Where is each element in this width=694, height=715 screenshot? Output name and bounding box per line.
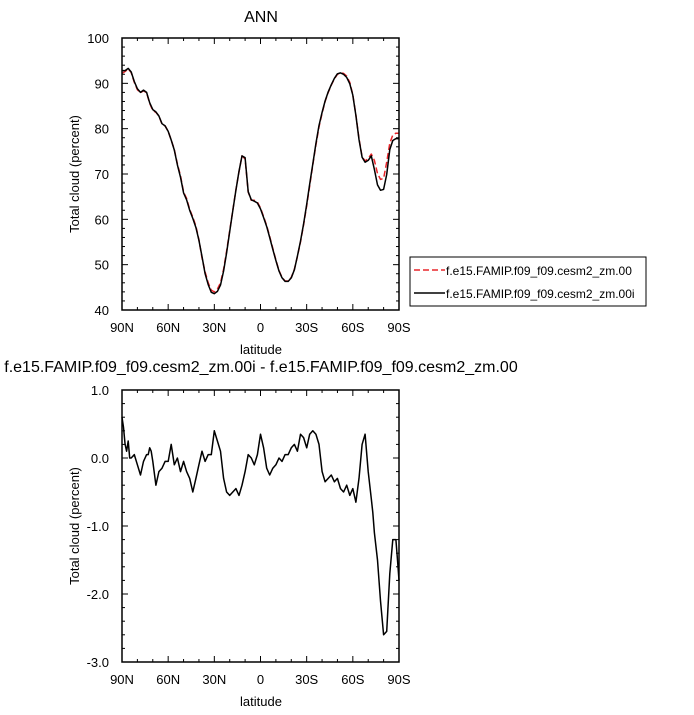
difference-plot-area [121, 417, 400, 636]
difference-x-tick-label: 90S [387, 672, 410, 687]
difference-x-axis: 90N 60N 30N 0 30S 60S 90S [110, 390, 411, 687]
top-y-tick-label: 90 [95, 76, 109, 91]
top-y-axis: 40 50 60 70 80 90 100 [87, 31, 399, 318]
difference-y-tick-label: 1.0 [91, 383, 109, 398]
top-x-axis-label: latitude [240, 342, 282, 357]
top-x-axis: 90N 60N 30N 0 30S 60S 90S [110, 38, 411, 335]
difference-x-axis-label: latitude [240, 694, 282, 709]
top-x-tick-label: 30S [295, 320, 318, 335]
top-y-tick-label: 40 [95, 303, 109, 318]
difference-y-tick-label: -1.0 [87, 519, 109, 534]
top-line-chart: ANN 90N 60N 30N 0 30S 60S 90S 405060708090100 … [67, 9, 647, 357]
top-series-line-1 [122, 67, 399, 295]
difference-plot-frame [121, 389, 400, 663]
top-x-tick-label: 0 [257, 320, 264, 335]
top-chart-title: ANN [244, 9, 278, 26]
difference-series-line-0 [121, 417, 400, 636]
top-y-tick-label: 70 [95, 167, 109, 182]
top-plot-area [121, 67, 399, 295]
top-y-tick-label: 50 [95, 258, 109, 273]
difference-y-axis-label: Total cloud (percent) [67, 467, 82, 585]
difference-x-tick-label: 30N [202, 672, 226, 687]
top-y-axis-label: Total cloud (percent) [67, 115, 82, 233]
top-y-tick-label: 80 [95, 122, 109, 137]
top-y-tick-label: 60 [95, 212, 109, 227]
difference-line-chart: f.e15.FAMIP.f09_f09.cesm2_zm.00i - f.e15… [4, 359, 518, 709]
difference-y-tick-label: -2.0 [87, 587, 109, 602]
top-x-tick-label: 90N [110, 320, 134, 335]
difference-x-tick-label: 90N [110, 672, 134, 687]
legend-box [409, 256, 647, 307]
top-x-tick-label: 60S [341, 320, 364, 335]
difference-y-tick-label: -3.0 [87, 655, 109, 670]
difference-x-tick-label: 30S [295, 672, 318, 687]
top-x-tick-label: 60N [156, 320, 180, 335]
top-x-tick-label: 30N [202, 320, 226, 335]
difference-x-tick-label: 0 [257, 672, 264, 687]
top-series-line-0 [121, 68, 399, 293]
difference-chart-title: f.e15.FAMIP.f09_f09.cesm2_zm.00i - f.e15… [4, 359, 518, 376]
difference-y-axis: 1.0 0.0 -1.0 -2.0 -3.0 [87, 383, 399, 670]
difference-y-tick-label: 0.0 [91, 451, 109, 466]
difference-x-tick-label: 60N [156, 672, 180, 687]
top-y-tick-label: 100 [87, 31, 109, 46]
difference-x-tick-label: 60S [341, 672, 364, 687]
top-x-tick-label: 90S [387, 320, 410, 335]
legend: f.e15.FAMIP.f09_f09.cesm2_zm.00 f.e15.FA… [409, 256, 647, 307]
legend-entry-cesm2-zm-00i: f.e15.FAMIP.f09_f09.cesm2_zm.00i [446, 287, 635, 301]
legend-entry-cesm2-zm-00: f.e15.FAMIP.f09_f09.cesm2_zm.00 [446, 264, 632, 278]
top-plot-frame [121, 37, 400, 311]
